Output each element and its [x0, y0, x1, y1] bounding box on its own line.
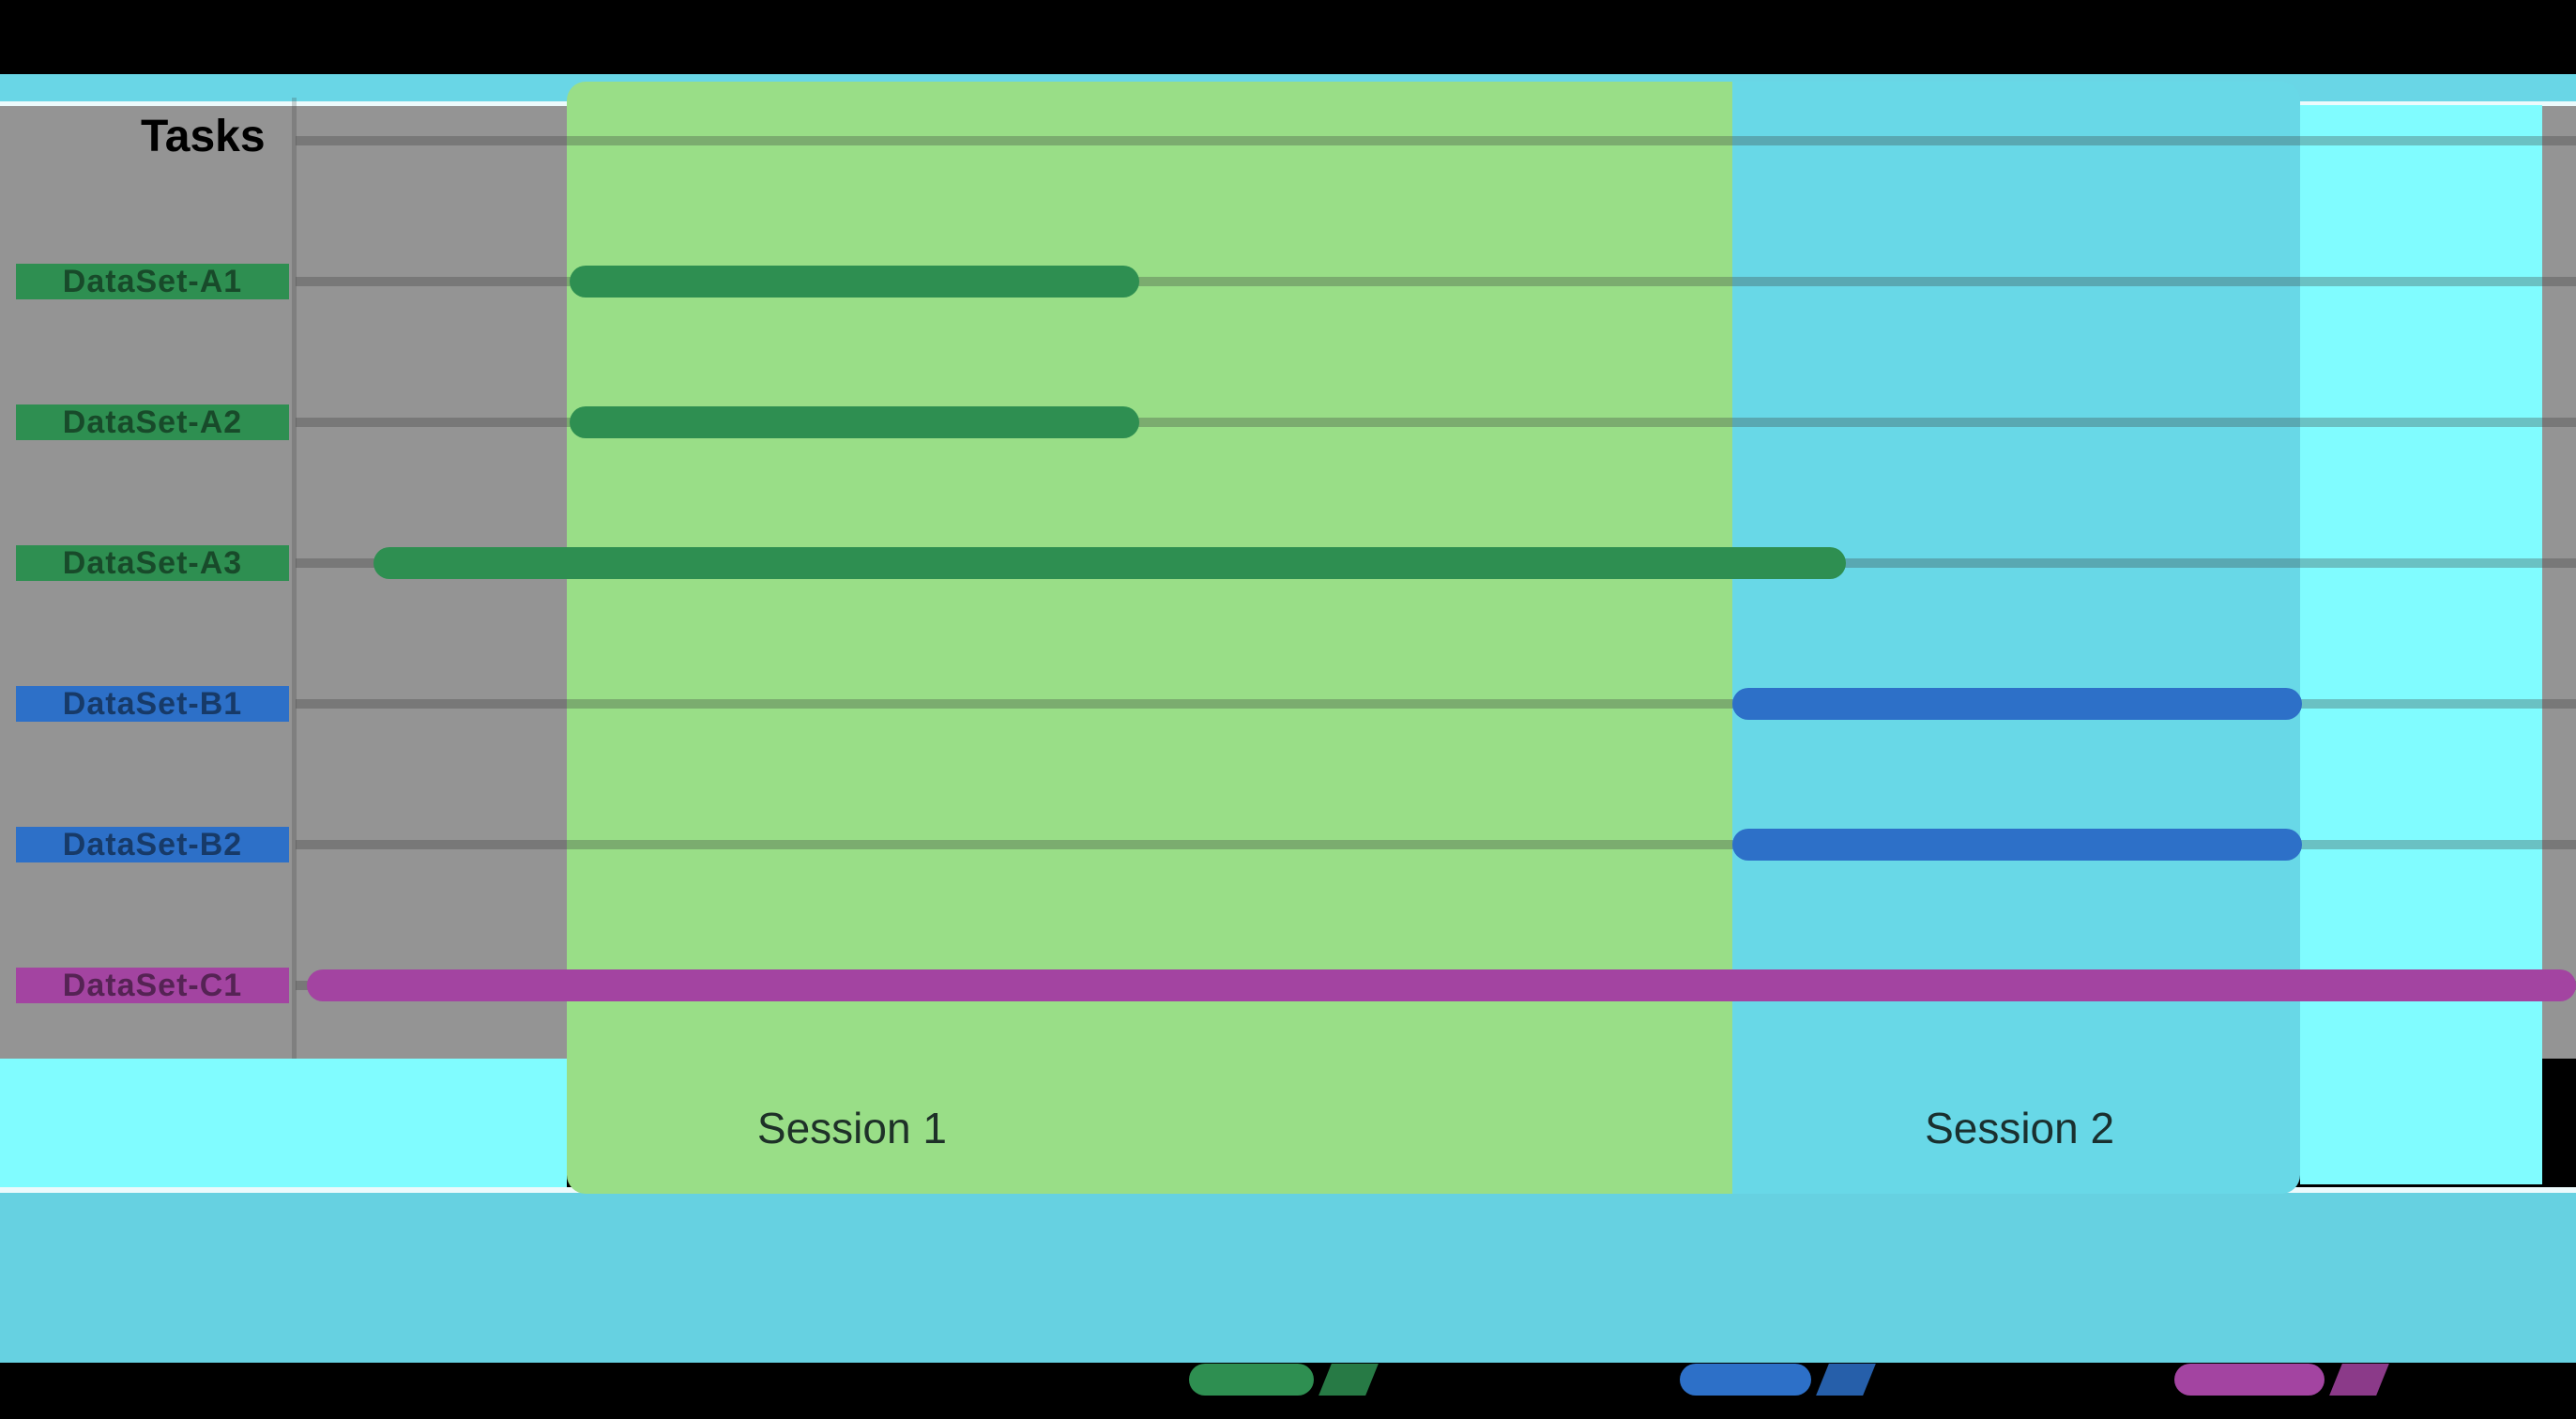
axis-title: Tasks [141, 112, 266, 161]
session-band-session-1 [567, 82, 1732, 1194]
gridline [296, 699, 2576, 709]
y-axis-label-dataset-a2: DataSet-A2 [16, 404, 289, 440]
gridline [296, 840, 2576, 849]
gantt-bar-dataset-a2[interactable] [569, 406, 1140, 438]
legend-swatch-tail [1318, 1364, 1379, 1396]
highlight-band [2299, 105, 2542, 1184]
legend-item-2[interactable] [1680, 1364, 1877, 1396]
y-axis-label-dataset-c1: DataSet-C1 [16, 968, 289, 1003]
y-axis-label-text: DataSet-B2 [62, 826, 243, 862]
y-axis-label-dataset-a3: DataSet-A3 [16, 545, 289, 581]
highlight-bottom-left [0, 1059, 567, 1187]
legend-swatch [2174, 1364, 2324, 1396]
gantt-bar-dataset-c1[interactable] [307, 969, 2576, 1001]
session-band-session-2 [1731, 82, 2300, 1194]
gridline [296, 277, 2576, 286]
y-axis-label-text: DataSet-B1 [62, 685, 243, 722]
legend-swatch [1189, 1364, 1314, 1396]
gantt-bar-dataset-a3[interactable] [373, 547, 1847, 579]
y-axis-label-text: DataSet-A1 [62, 263, 243, 299]
gantt-bar-dataset-b2[interactable] [1731, 829, 2303, 861]
legend-swatch-tail [1816, 1364, 1876, 1396]
band-label-session-1: Session 1 [756, 1104, 947, 1152]
y-axis-label-text: DataSet-A2 [62, 404, 243, 440]
y-axis-label-text: DataSet-C1 [62, 967, 243, 1003]
y-axis-label-dataset-b1: DataSet-B1 [16, 686, 289, 722]
footer-band [0, 1193, 2576, 1363]
y-axis-label-dataset-a1: DataSet-A1 [16, 264, 289, 299]
legend-item-1[interactable] [1189, 1364, 1379, 1396]
gridline [296, 136, 2576, 145]
legend-swatch [1680, 1364, 1811, 1396]
gantt-bar-dataset-b1[interactable] [1731, 688, 2303, 720]
gridline [296, 418, 2576, 427]
legend-item-3[interactable] [2174, 1364, 2390, 1396]
y-axis-line [292, 98, 297, 1059]
gantt-bar-dataset-a1[interactable] [569, 266, 1140, 298]
y-axis-label-dataset-b2: DataSet-B2 [16, 827, 289, 862]
legend-swatch-tail [2329, 1364, 2389, 1396]
y-axis-label-text: DataSet-A3 [62, 544, 243, 581]
band-label-session-2: Session 2 [1925, 1104, 2115, 1152]
